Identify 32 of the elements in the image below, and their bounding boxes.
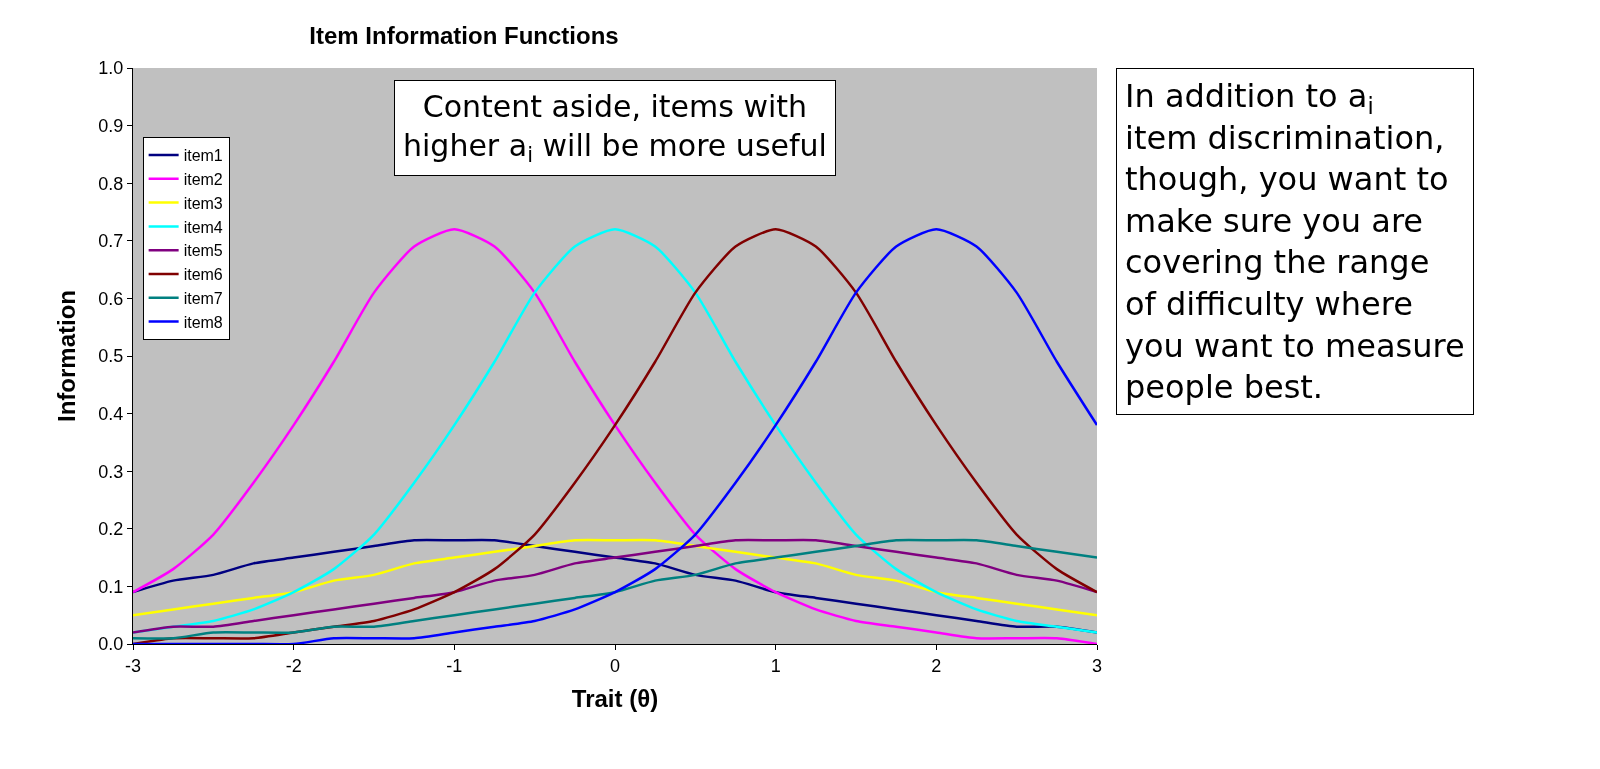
legend-label: item3 (183, 194, 223, 212)
x-tick-label: 3 (1091, 655, 1103, 676)
y-axis-title: Information (53, 290, 81, 422)
y-tick-label: 0.0 (98, 634, 124, 655)
x-tick-label: -1 (446, 655, 463, 676)
y-tick-label: 0.6 (98, 288, 124, 309)
text: In addition to a$_{i}$ item discrimination, though, you want to make sure you are covering the range of difficulty where you want to measure people best. (1125, 77, 1465, 407)
y-tick-label: 1.0 (98, 58, 124, 79)
chart-title: Item Information Functions (309, 21, 619, 49)
y-tick-label: 0.1 (98, 576, 124, 597)
x-tick-label: -3 (124, 655, 142, 676)
x-tick-label: 0 (609, 655, 621, 676)
y-tick-label: 0.8 (98, 173, 124, 194)
annotation: Content aside, items with higher a$_{i}$ will be more useful (403, 89, 827, 168)
legend-label: item4 (183, 218, 223, 236)
y-tick-label: 0.2 (98, 519, 124, 540)
legend-label: item7 (183, 290, 223, 308)
legend-label: item6 (183, 266, 223, 284)
y-tick-label: 0.7 (98, 231, 124, 252)
legend-label: item8 (183, 313, 223, 331)
x-tick-label: 1 (770, 655, 781, 676)
y-tick-label: 0.4 (98, 403, 124, 424)
line-series (133, 538, 1097, 617)
x-axis-title: Trait (θ) (571, 684, 659, 712)
x-tick-label: 2 (931, 655, 942, 676)
y-tick-label: 0.3 (98, 461, 124, 482)
legend-label: item5 (183, 242, 223, 260)
legend-label: item1 (183, 147, 223, 165)
y-tick-label: 0.9 (98, 115, 124, 136)
y-tick-label: 0.5 (98, 346, 124, 367)
legend-label: item2 (183, 171, 223, 189)
x-tick-label: -2 (285, 655, 302, 676)
